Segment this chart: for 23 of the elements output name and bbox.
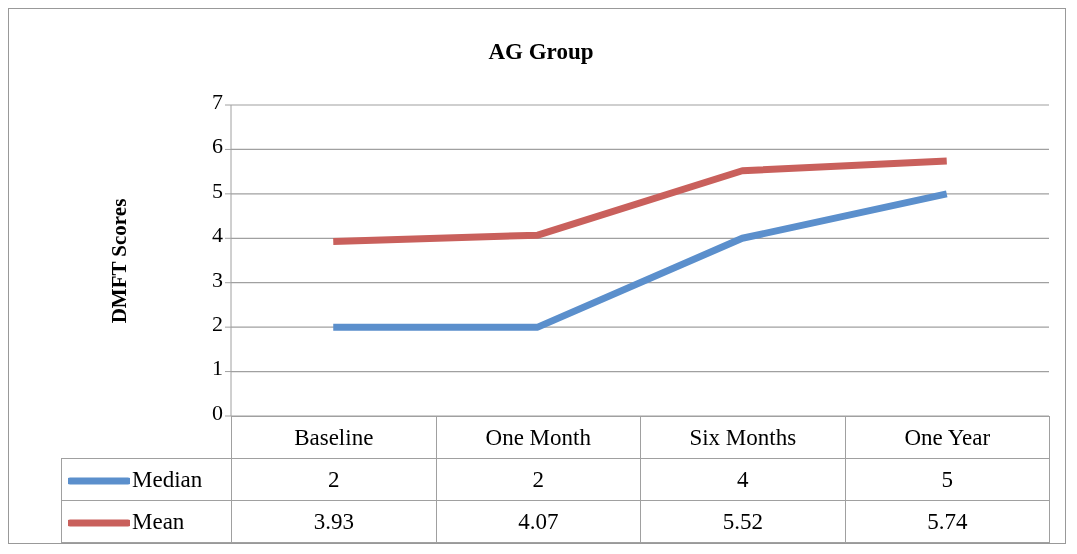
legend-label: Median bbox=[132, 466, 203, 492]
y-tick-label: 6 bbox=[212, 133, 223, 159]
y-tick-label: 4 bbox=[212, 222, 223, 248]
x-tick-label: Six Months bbox=[640, 416, 845, 459]
data-label: 4 bbox=[640, 458, 845, 501]
x-tick-label: Baseline bbox=[231, 416, 436, 459]
data-label: 2 bbox=[436, 458, 641, 501]
y-tick-label: 0 bbox=[212, 399, 223, 425]
x-tick-label: One Year bbox=[845, 416, 1050, 459]
data-label: 4.07 bbox=[436, 500, 641, 543]
data-label: 5.74 bbox=[845, 500, 1050, 543]
y-tick-label: 5 bbox=[212, 177, 223, 203]
data-label: 3.93 bbox=[231, 500, 436, 543]
data-label: 5 bbox=[845, 458, 1050, 501]
chart-title: AG Group bbox=[487, 39, 595, 65]
y-tick-label: 2 bbox=[212, 310, 223, 336]
y-tick-label: 1 bbox=[212, 355, 223, 381]
legend-label: Mean bbox=[132, 508, 185, 534]
y-tick-label: 3 bbox=[212, 266, 223, 292]
x-tick-label: One Month bbox=[436, 416, 641, 459]
y-tick-label: 7 bbox=[212, 88, 223, 114]
y-axis-title: DMFT Scores bbox=[106, 198, 132, 324]
data-label: 5.52 bbox=[640, 500, 845, 543]
